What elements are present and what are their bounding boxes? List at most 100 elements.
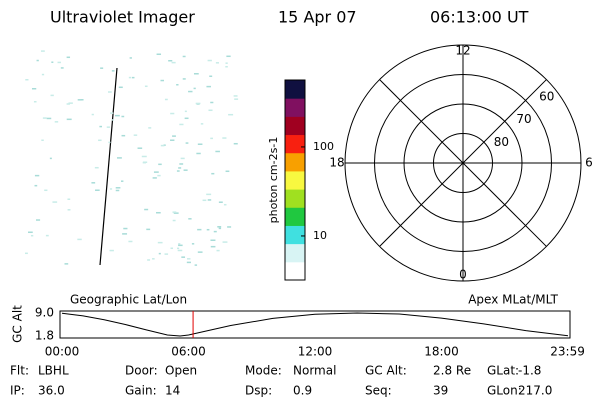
speckle	[122, 233, 128, 235]
speckle	[184, 110, 187, 113]
polar-ring-label: 60	[539, 89, 554, 103]
status-value: 14	[165, 384, 180, 398]
polar-mlt-label: 6	[585, 156, 593, 170]
speckle	[137, 147, 143, 149]
speckle	[133, 134, 138, 136]
timeline-xtick-label: 06:00	[171, 345, 206, 359]
speckle	[52, 201, 58, 203]
speckle	[77, 238, 82, 241]
status-value: Open	[165, 364, 197, 378]
speckle	[111, 119, 114, 121]
speckle	[80, 99, 84, 101]
speckle	[57, 61, 61, 64]
speckle	[172, 135, 176, 137]
polar-ring	[374, 74, 552, 252]
speckle	[163, 144, 166, 146]
speckle	[176, 170, 180, 172]
speckle	[31, 87, 37, 90]
speckle	[210, 137, 213, 140]
speckle	[168, 60, 173, 62]
speckle	[121, 115, 125, 118]
speckle	[146, 228, 151, 231]
speckle	[233, 95, 238, 97]
speckle	[215, 150, 220, 153]
status-value: 39	[433, 384, 448, 398]
speckle	[171, 61, 176, 64]
colorbar-frame	[284, 79, 306, 281]
speckle	[182, 55, 186, 58]
speckle	[225, 65, 228, 68]
speckle	[217, 226, 222, 228]
speckle	[183, 169, 188, 171]
colorbar-swatch	[285, 80, 305, 99]
speckle	[157, 241, 163, 244]
speckle	[40, 50, 45, 52]
speckle	[218, 201, 223, 203]
speckle	[111, 70, 115, 72]
speckle	[179, 123, 184, 126]
speckle	[216, 249, 220, 252]
polar-mlt-label: 12	[455, 44, 470, 58]
speckle	[42, 117, 47, 119]
speckle	[207, 199, 212, 201]
speckle	[156, 211, 161, 214]
timeline-ytick-label: 9.0	[35, 306, 54, 320]
speckle	[107, 91, 112, 93]
status-value: LBHL	[38, 364, 69, 378]
polar-mlt-label: 0	[459, 268, 467, 282]
polar-ring-label: 70	[516, 112, 531, 126]
speckle	[153, 171, 159, 173]
speckle	[108, 141, 111, 144]
speckle	[182, 78, 186, 80]
speckle	[164, 253, 169, 255]
speckle	[213, 230, 217, 233]
polar-ring	[433, 133, 493, 193]
speckle	[210, 101, 214, 104]
track-line	[99, 67, 118, 266]
timeline-ylabel: GC Alt	[11, 305, 25, 343]
speckle	[106, 126, 110, 128]
speckle	[128, 240, 133, 243]
speckle	[109, 188, 113, 190]
status-label: Dsp:	[245, 384, 272, 398]
speckle	[188, 218, 192, 220]
speckle	[99, 125, 102, 128]
speckle	[176, 84, 179, 86]
speckle	[147, 259, 151, 261]
speckle	[225, 62, 228, 64]
status-label: Mode:	[245, 364, 282, 378]
speckle	[35, 219, 41, 221]
polar-ring	[403, 103, 523, 223]
speckle	[66, 103, 70, 105]
speckle	[180, 157, 185, 160]
time: 06:13:00 UT	[430, 8, 529, 27]
speckle	[179, 163, 184, 165]
speckle	[116, 157, 122, 159]
speckle	[142, 161, 148, 163]
colorbar-tick-label: 10	[313, 229, 327, 242]
timeline-xtick-label: 00:00	[45, 345, 80, 359]
speckle	[114, 114, 120, 117]
uv-image	[25, 50, 239, 266]
status-value: -1.8	[518, 364, 541, 378]
speckle	[95, 189, 100, 191]
speckle	[152, 258, 155, 260]
colorbar-swatch	[285, 207, 305, 226]
speckle	[94, 166, 99, 169]
speckle	[109, 249, 114, 252]
speckle	[50, 94, 54, 97]
speckle	[193, 87, 196, 90]
timeline-xtick-label: 23:59	[550, 345, 585, 359]
speckle	[194, 264, 198, 266]
speckle	[208, 109, 213, 112]
colorbar-tick-label: 100	[313, 140, 334, 153]
speckle	[209, 75, 213, 78]
status-label: Gain:	[125, 384, 157, 398]
speckle	[160, 144, 165, 147]
speckle	[128, 76, 132, 79]
speckle	[234, 98, 239, 100]
altitude-curve	[61, 312, 569, 337]
speckle	[98, 139, 102, 142]
timeline-right-label: Apex MLat/MLT	[468, 293, 558, 307]
